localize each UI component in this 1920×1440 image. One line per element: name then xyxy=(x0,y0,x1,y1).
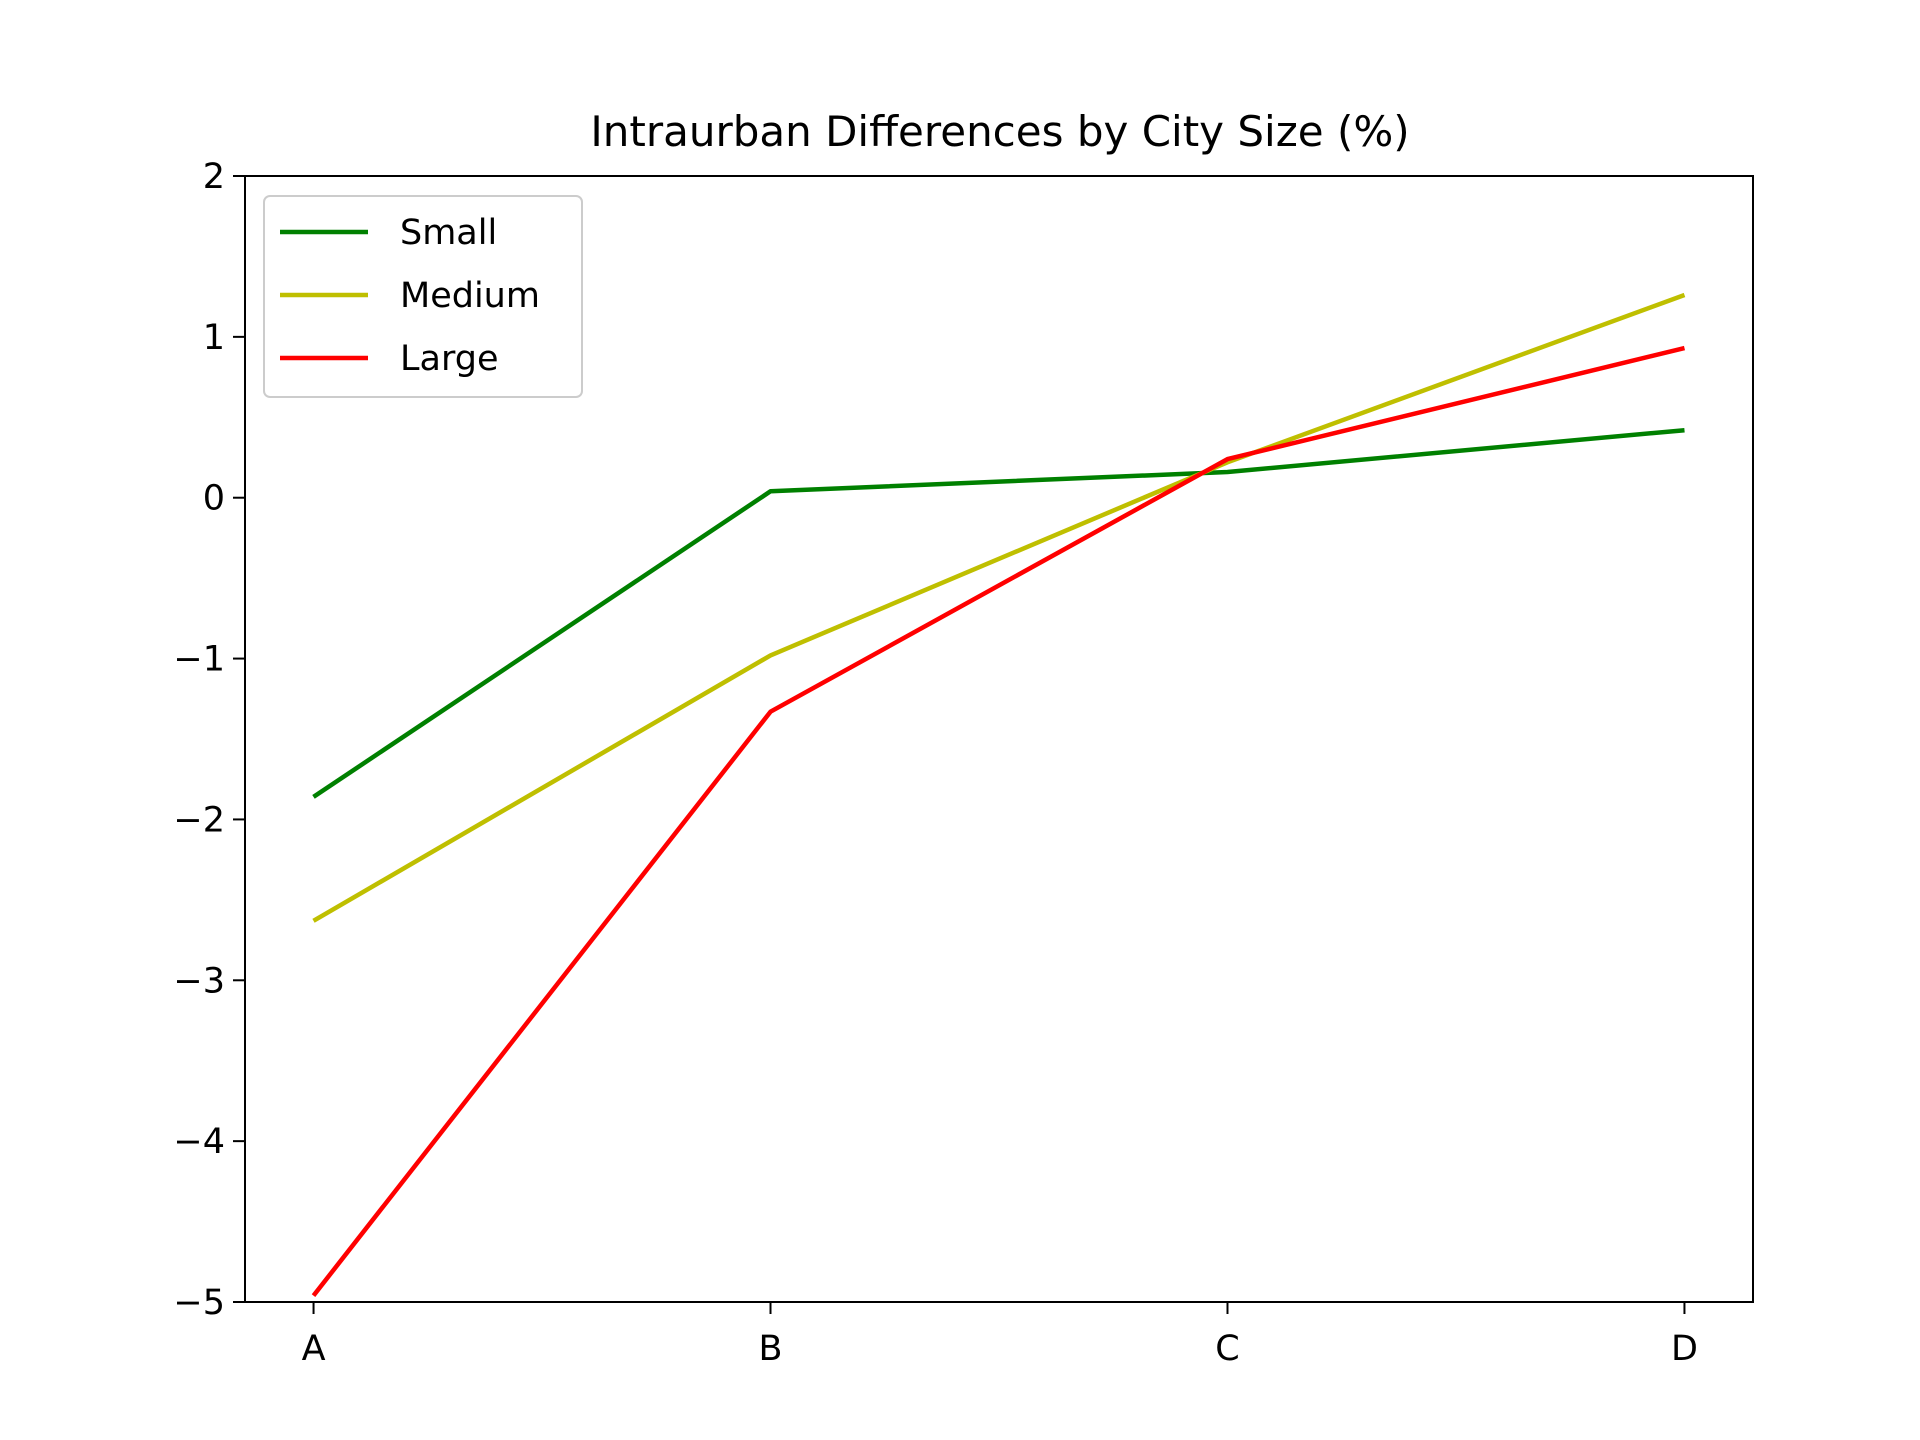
series-line-large xyxy=(311,345,1686,1297)
chart-title: Intraurban Differences by City Size (%) xyxy=(590,107,1409,156)
y-tick-label: −4 xyxy=(173,1122,225,1162)
series-line-medium xyxy=(312,292,1686,923)
legend-label-large: Large xyxy=(400,339,498,379)
legend-box xyxy=(263,195,583,398)
y-tick-label: −1 xyxy=(173,640,225,680)
y-tick-label: 0 xyxy=(203,479,225,519)
y-tick-label: −5 xyxy=(173,1283,225,1323)
y-tick-label: 1 xyxy=(203,318,225,358)
axes: 2 1 0 −1 −2 −3 −4 −5 A B C D xyxy=(173,157,1698,1369)
y-tick-label: −3 xyxy=(173,961,225,1001)
series-line-small xyxy=(312,427,1685,799)
legend-label-small: Small xyxy=(400,213,497,253)
plot-area-frame xyxy=(244,175,1754,1303)
legend-label-medium: Medium xyxy=(400,276,540,316)
y-tick-label: −2 xyxy=(173,800,225,840)
y-tick-label: 2 xyxy=(203,157,225,197)
x-tick-label: D xyxy=(1671,1329,1698,1369)
x-tick-label: A xyxy=(302,1329,326,1369)
series-layer xyxy=(311,292,1686,1297)
x-tick-label: C xyxy=(1215,1329,1239,1369)
legend: Small Medium Large xyxy=(263,195,583,398)
x-tick-label: B xyxy=(759,1329,783,1369)
